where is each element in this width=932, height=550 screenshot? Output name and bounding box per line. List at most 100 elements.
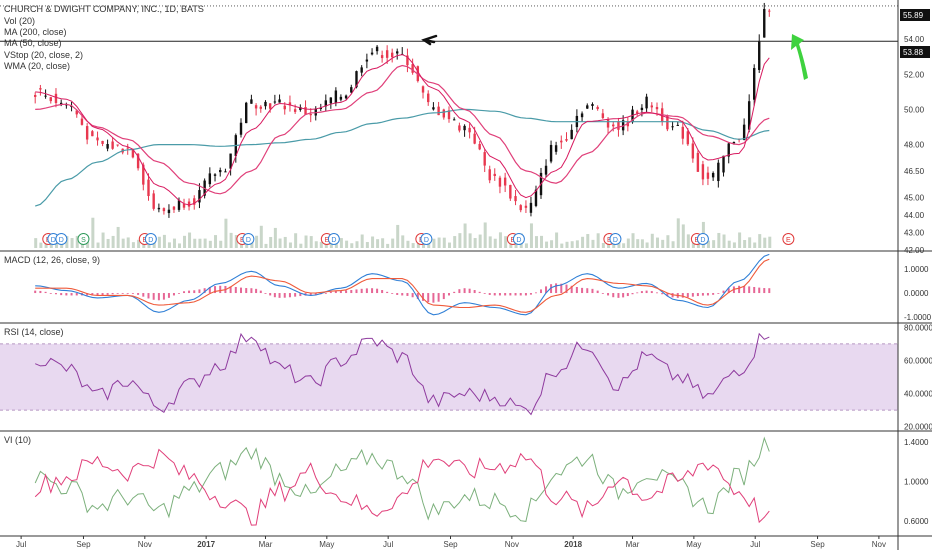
macd-histogram-bar — [152, 293, 155, 300]
candle-body — [452, 119, 456, 121]
candle-body — [385, 50, 389, 58]
volume-bar — [121, 238, 125, 248]
volume-bar — [188, 232, 192, 248]
candle-body — [763, 8, 766, 38]
volume-bar — [162, 234, 166, 248]
event-marker[interactable] — [512, 233, 525, 245]
macd-histogram-bar — [329, 291, 332, 294]
candle-body — [711, 172, 715, 178]
macd-histogram-bar — [458, 289, 461, 294]
macd-histogram-bar — [183, 291, 186, 294]
candle-body — [111, 141, 114, 149]
event-marker-label: D — [246, 237, 251, 244]
event-marker[interactable] — [327, 233, 340, 245]
macd-histogram-bar — [596, 290, 599, 294]
candle-body — [116, 144, 119, 146]
candle-body — [75, 110, 78, 115]
volume-bar — [391, 238, 395, 248]
macd-histogram-bar — [203, 288, 206, 294]
event-marker[interactable] — [55, 233, 68, 245]
volume-bar — [288, 242, 292, 248]
volume-bar — [234, 235, 238, 248]
candle-body — [33, 95, 37, 97]
event-marker[interactable] — [420, 233, 433, 245]
volume-bar — [540, 235, 544, 248]
volume-bar — [617, 240, 621, 248]
rsi-panel[interactable] — [0, 332, 898, 416]
candle-body — [458, 125, 461, 131]
time-tick-label: Sep — [76, 540, 91, 549]
event-marker-label: D — [331, 237, 336, 244]
volume-bar — [371, 236, 375, 248]
macd-histogram-bar — [324, 293, 327, 294]
candle-body — [54, 93, 58, 103]
macd-histogram-bar — [131, 293, 134, 294]
event-marker[interactable] — [782, 233, 795, 245]
volume-bar — [360, 234, 364, 248]
event-marker[interactable] — [77, 233, 90, 245]
event-marker[interactable] — [144, 233, 157, 245]
volume-bar — [264, 243, 268, 248]
volume-bar — [91, 217, 95, 248]
candle-body — [586, 105, 589, 109]
rsi-tick-label: 80.0000 — [904, 323, 932, 332]
candle-body — [177, 200, 181, 210]
candle-body — [554, 145, 558, 152]
rsi-band — [0, 343, 898, 411]
macd-histogram-bar — [519, 293, 522, 296]
macd-histogram-bar — [177, 293, 180, 294]
candle-body — [601, 113, 605, 119]
candle-body — [612, 124, 615, 127]
macd-histogram-bar — [269, 293, 272, 296]
event-marker[interactable] — [609, 233, 622, 245]
macd-histogram-bar — [743, 285, 746, 294]
macd-histogram-bar — [49, 293, 52, 294]
volume-bar — [294, 233, 298, 248]
candle-body — [534, 189, 538, 206]
volume-bar — [229, 232, 233, 248]
event-marker[interactable] — [696, 233, 709, 245]
event-marker-label: D — [700, 237, 705, 244]
macd-line — [35, 253, 770, 316]
candle-body — [544, 165, 548, 175]
volume-bar — [283, 236, 287, 248]
macd-histogram-bar — [422, 293, 425, 301]
macd-histogram-bar — [712, 293, 715, 295]
candle-body — [390, 52, 394, 58]
price-tick-label: 45.00 — [904, 193, 925, 202]
candle-body — [91, 131, 94, 137]
volume-bar — [650, 233, 654, 248]
macd-histogram-bar — [355, 289, 358, 294]
macd-histogram-bar — [65, 293, 68, 296]
volume-bar — [126, 237, 130, 248]
volume-bar — [198, 238, 202, 248]
candle-body — [293, 109, 297, 112]
macd-histogram-bar — [142, 293, 145, 297]
volume-bar — [96, 242, 100, 248]
macd-histogram-bar — [314, 293, 317, 296]
volume-bar — [631, 233, 635, 248]
macd-histogram-bar — [126, 293, 129, 294]
vi-panel[interactable] — [34, 436, 770, 526]
volume-bar — [691, 242, 695, 248]
volume-bar — [137, 239, 141, 248]
time-tick-label: Jul — [383, 540, 393, 549]
macd-histogram-bar — [717, 293, 720, 294]
volume-bar — [437, 237, 441, 248]
macd-histogram-bar — [208, 287, 211, 294]
volume-bar — [676, 218, 680, 248]
price-panel[interactable]: EDDSEDEDEDEDEDEDEDE — [0, 2, 898, 248]
volume-bar — [250, 241, 254, 248]
macd-histogram-bar — [162, 293, 165, 300]
volume-bar — [666, 235, 670, 248]
candle-body — [350, 87, 353, 93]
event-marker[interactable] — [242, 233, 255, 245]
macd-tick-label: -1.0000 — [904, 313, 932, 322]
macd-tick-label: 0.0000 — [904, 289, 929, 298]
volume-bar — [493, 238, 497, 248]
candle-body — [324, 100, 328, 107]
volume-bar — [555, 232, 559, 248]
candle-body — [182, 203, 186, 208]
macd-panel[interactable] — [34, 253, 771, 316]
